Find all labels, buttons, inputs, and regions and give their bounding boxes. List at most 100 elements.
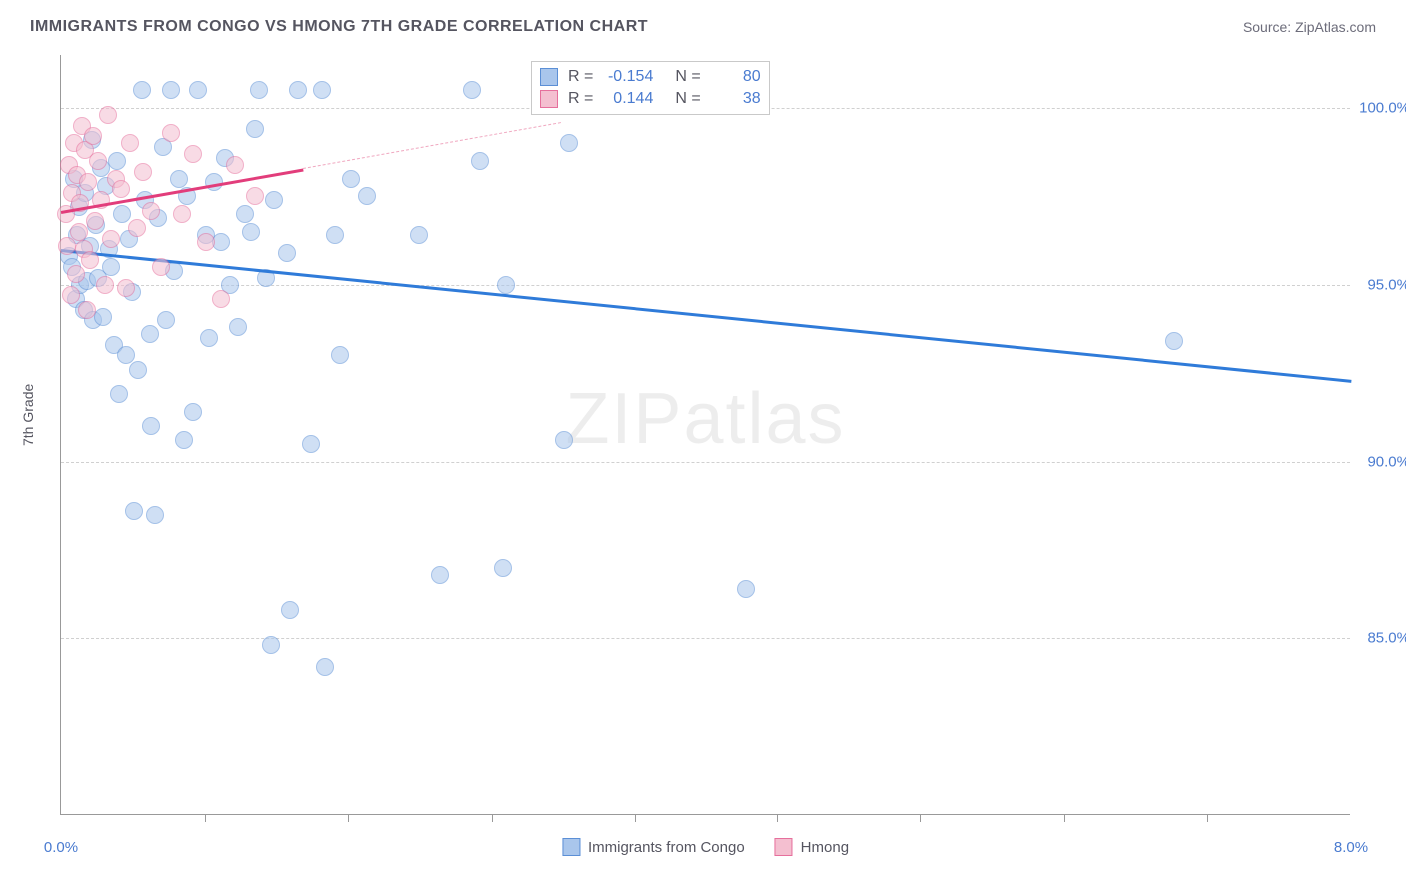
scatter-point [212,290,230,308]
scatter-point [121,134,139,152]
legend-swatch [775,838,793,856]
x-tick [1064,814,1065,822]
scatter-point [79,173,97,191]
watermark-bold: ZIP [565,379,683,459]
stat-N-label: N = [675,68,700,86]
scatter-point [62,286,80,304]
legend-swatch [540,90,558,108]
scatter-point [173,205,191,223]
scatter-point [342,170,360,188]
scatter-point [117,279,135,297]
x-tick [777,814,778,822]
scatter-point [94,308,112,326]
scatter-point [128,219,146,237]
plot-area: ZIPatlas 85.0%90.0%95.0%100.0%0.0%8.0%R … [60,55,1350,815]
scatter-point [152,258,170,276]
scatter-point [313,81,331,99]
x-tick [635,814,636,822]
scatter-point [358,187,376,205]
scatter-point [326,226,344,244]
scatter-point [134,163,152,181]
title-bar: IMMIGRANTS FROM CONGO VS HMONG 7TH GRADE… [30,18,1376,36]
scatter-point [289,81,307,99]
scatter-point [265,191,283,209]
scatter-point [96,276,114,294]
scatter-point [102,258,120,276]
source-label: Source: ZipAtlas.com [1243,19,1376,35]
scatter-point [189,81,207,99]
x-tick-label: 8.0% [1334,839,1368,856]
legend-label: Immigrants from Congo [588,839,745,856]
x-tick [920,814,921,822]
scatter-point [302,435,320,453]
scatter-point [112,180,130,198]
scatter-point [471,152,489,170]
stats-row: R = -0.154 N = 80 [540,66,761,88]
chart-container: IMMIGRANTS FROM CONGO VS HMONG 7TH GRADE… [0,0,1406,892]
gridline-h [61,638,1350,639]
y-tick-label: 90.0% [1367,453,1406,470]
scatter-point [86,212,104,230]
stat-N-value: 80 [711,68,761,86]
scatter-point [170,170,188,188]
scatter-point [162,124,180,142]
scatter-point [246,187,264,205]
stat-R-label: R = [568,90,593,108]
scatter-point [113,205,131,223]
stat-R-value: -0.154 [603,68,653,86]
legend-item: Immigrants from Congo [562,838,745,856]
scatter-point [497,276,515,294]
scatter-point [316,658,334,676]
scatter-point [278,244,296,262]
scatter-point [142,202,160,220]
legend-item: Hmong [775,838,849,856]
stats-row: R =0.144N =38 [540,88,761,110]
scatter-point [431,566,449,584]
scatter-point [197,233,215,251]
legend: Immigrants from Congo Hmong [562,838,849,856]
scatter-point [1165,332,1183,350]
scatter-point [184,145,202,163]
stat-N-label: N = [675,90,700,108]
x-tick [348,814,349,822]
scatter-point [110,385,128,403]
scatter-point [737,580,755,598]
y-axis-title: 7th Grade [20,384,36,446]
scatter-point [246,120,264,138]
legend-label: Hmong [801,839,849,856]
scatter-point [494,559,512,577]
x-tick [492,814,493,822]
scatter-point [162,81,180,99]
scatter-point [184,403,202,421]
legend-swatch [540,68,558,86]
scatter-point [226,156,244,174]
scatter-point [141,325,159,343]
y-tick-label: 85.0% [1367,630,1406,647]
scatter-point [555,431,573,449]
stat-R-label: R = [568,68,593,86]
scatter-point [89,152,107,170]
scatter-point [142,417,160,435]
trend-line [61,249,1351,382]
scatter-point [81,251,99,269]
scatter-point [410,226,428,244]
scatter-point [200,329,218,347]
scatter-point [281,601,299,619]
scatter-point [78,301,96,319]
trend-line-dashed [303,122,561,169]
chart-title: IMMIGRANTS FROM CONGO VS HMONG 7TH GRADE… [30,18,648,36]
gridline-h [61,462,1350,463]
gridline-h [61,285,1350,286]
scatter-point [157,311,175,329]
scatter-point [70,223,88,241]
scatter-point [125,502,143,520]
stat-R-value: 0.144 [603,90,653,108]
scatter-point [108,152,126,170]
scatter-point [84,127,102,145]
scatter-point [250,81,268,99]
scatter-point [242,223,260,241]
watermark: ZIPatlas [565,378,845,460]
y-tick-label: 100.0% [1359,100,1406,117]
scatter-point [67,265,85,283]
x-tick [1207,814,1208,822]
